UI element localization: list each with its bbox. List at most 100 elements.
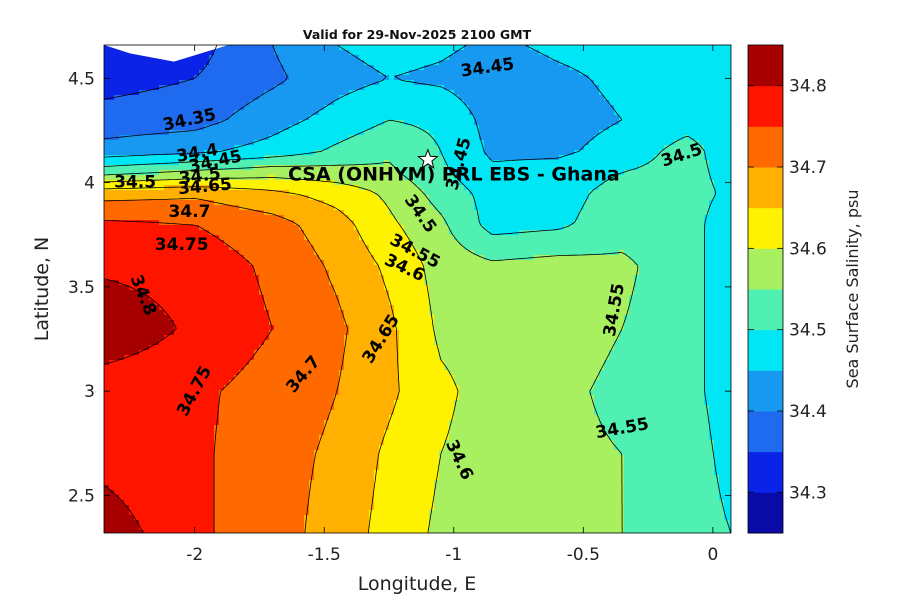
contour-cell — [634, 195, 640, 201]
contour-cell — [329, 155, 335, 161]
contour-cell — [184, 100, 190, 106]
contour-cell — [294, 55, 300, 61]
contour-cell — [569, 235, 575, 241]
contour-cell — [479, 110, 485, 116]
contour-cell — [579, 195, 585, 201]
contour-cell — [204, 190, 210, 196]
contour-cell — [669, 205, 675, 211]
contour-cell — [324, 190, 330, 196]
contour-cell — [234, 205, 240, 211]
contour-cell — [674, 220, 680, 226]
contour-cell — [649, 165, 655, 171]
contour-cell — [339, 115, 345, 121]
contour-cell — [319, 170, 325, 176]
contour-cell — [594, 145, 600, 151]
contour-cell — [309, 110, 315, 116]
contour-cell — [679, 150, 685, 156]
contour-cell — [634, 210, 640, 216]
contour-cell — [354, 80, 360, 86]
contour-cell — [159, 165, 165, 171]
contour-cell — [574, 220, 580, 226]
contour-cell — [624, 220, 630, 226]
contour-cell — [409, 70, 415, 76]
contour-cell — [704, 170, 710, 176]
contour-cell — [509, 220, 515, 226]
contour-cell — [459, 120, 465, 126]
contour-cell — [499, 105, 505, 111]
contour-cell — [299, 130, 305, 136]
contour-cell — [629, 130, 635, 136]
contour-cell — [319, 75, 325, 81]
contour-cell — [609, 225, 615, 231]
contour-cell — [114, 110, 120, 116]
contour-cell — [204, 180, 210, 186]
contour-cell — [184, 115, 190, 121]
contour-cell — [689, 210, 695, 216]
contour-cell — [434, 55, 440, 61]
contour-cell — [384, 115, 390, 121]
contour-cell — [599, 235, 605, 241]
contour-cell — [149, 125, 155, 131]
contour-cell — [729, 145, 731, 151]
contour-cell — [424, 210, 430, 216]
contour-cell — [619, 65, 625, 71]
contour-cell — [299, 205, 305, 211]
contour-cell — [699, 230, 705, 236]
contour-cell — [174, 170, 180, 176]
contour-cell — [164, 80, 170, 86]
contour-cell — [509, 100, 515, 106]
contour-cell — [359, 150, 365, 156]
contour-cell — [554, 150, 560, 156]
contour-cell — [254, 105, 260, 111]
contour-cell — [269, 200, 275, 206]
contour-cell — [529, 145, 535, 151]
contour-cell — [699, 120, 705, 126]
contour-cell — [529, 235, 535, 241]
contour-cell — [569, 150, 575, 156]
contour-cell — [424, 45, 430, 51]
contour-cell — [469, 70, 475, 76]
contour-cell — [259, 60, 265, 66]
contour-cell — [549, 150, 555, 156]
contour-cell — [409, 90, 415, 96]
contour-cell — [729, 60, 731, 66]
contour-cell — [444, 140, 450, 146]
contour-cell — [649, 65, 655, 71]
contour-cell — [284, 55, 290, 61]
contour-cell — [544, 70, 550, 76]
contour-cell — [214, 180, 220, 186]
contour-cell — [494, 120, 500, 126]
contour-cell — [689, 140, 695, 146]
contour-cell — [444, 60, 450, 66]
contour-cell — [719, 140, 725, 146]
contour-cell — [229, 160, 235, 166]
contour-cell — [509, 150, 515, 156]
contour-cell — [544, 225, 550, 231]
contour-cell — [294, 130, 300, 136]
contour-cell — [104, 110, 110, 116]
contour-cell — [534, 225, 540, 231]
contour-cell — [214, 55, 220, 61]
contour-cell — [189, 120, 195, 126]
contour-cell — [549, 60, 555, 66]
contour-cell — [354, 140, 360, 146]
contour-cell — [534, 80, 540, 86]
contour-cell — [409, 105, 415, 111]
contour-cell — [324, 135, 330, 141]
contour-cell — [454, 70, 460, 76]
contour-cell — [679, 100, 685, 106]
contour-cell — [194, 140, 200, 146]
contour-cell — [354, 85, 360, 91]
contour-cell — [174, 210, 180, 216]
contour-cell — [569, 50, 575, 56]
contour-cell — [594, 95, 600, 101]
contour-cell — [584, 125, 590, 131]
contour-cell — [454, 205, 460, 211]
contour-cell — [479, 100, 485, 106]
contour-cell — [654, 210, 660, 216]
contour-cell — [129, 90, 135, 96]
contour-cell — [569, 120, 575, 126]
contour-cell — [639, 170, 645, 176]
contour-cell — [199, 100, 205, 106]
contour-cell — [689, 120, 695, 126]
